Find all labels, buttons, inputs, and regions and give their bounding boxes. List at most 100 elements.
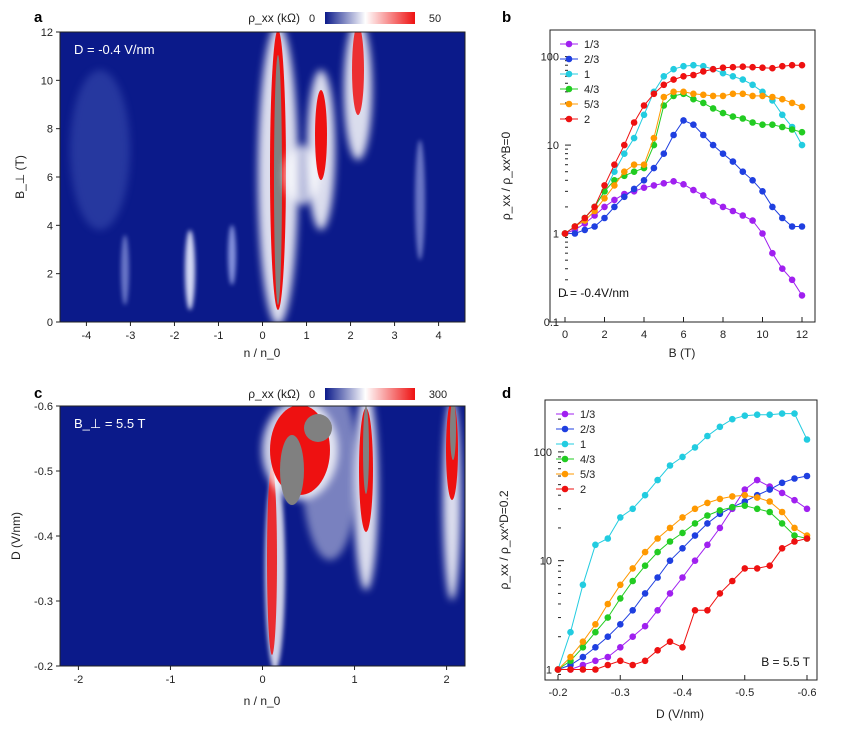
data-point-b-1 <box>798 141 806 149</box>
data-point-d-2/3 <box>592 644 599 651</box>
data-point-b-1 <box>739 76 747 83</box>
data-point-b-1 <box>690 61 697 69</box>
data-point-b-2/3 <box>601 214 608 222</box>
heatmap-a-stripe-n4 <box>415 140 425 260</box>
heatmap-a-stripe-n1 <box>315 90 327 180</box>
data-point-b-2 <box>690 71 697 79</box>
data-point-d-2/3 <box>791 475 798 482</box>
x-tick-label-c: -1 <box>166 674 176 686</box>
x-tick-label-a: 2 <box>347 330 353 342</box>
x-tick-label-d: -0.2 <box>549 687 568 699</box>
data-point-b-1/3 <box>798 292 806 299</box>
data-point-b-1 <box>749 81 756 89</box>
data-point-b-2/3 <box>621 193 628 201</box>
data-point-b-1/3 <box>700 192 707 199</box>
data-point-d-4/3 <box>617 595 624 602</box>
data-point-b-2 <box>759 64 766 71</box>
data-point-d-5/3 <box>716 495 724 503</box>
data-point-d-4/3 <box>791 532 798 539</box>
data-point-d-2 <box>604 661 612 669</box>
panel-label-d: d <box>502 385 511 402</box>
legend-marker-b <box>565 55 573 63</box>
data-point-b-2 <box>581 214 589 222</box>
data-point-b-1/3 <box>640 184 648 191</box>
heatmap-a-haze-left <box>70 70 130 230</box>
data-point-d-1/3 <box>654 607 661 614</box>
data-point-b-1 <box>719 69 727 77</box>
data-point-b-1/3 <box>611 196 618 204</box>
data-point-d-1 <box>666 462 674 469</box>
data-point-b-5/3 <box>660 93 668 101</box>
data-point-b-5/3 <box>650 134 658 142</box>
data-point-d-4/3 <box>729 503 736 511</box>
data-point-d-1 <box>729 415 736 423</box>
y-tick-label-a: 4 <box>47 220 53 232</box>
y-axis-label-a: B_⊥ (T) <box>13 155 27 199</box>
x-tick-label-b: 4 <box>641 329 647 341</box>
y-tick-label-a: 12 <box>41 27 53 39</box>
data-point-d-2/3 <box>766 486 773 493</box>
data-point-d-2 <box>716 590 724 597</box>
y-tick-label-d: 100 <box>534 447 552 459</box>
y-axis-label-d: ρ_xx / ρ_xx^D=0.2 <box>497 490 511 589</box>
data-point-b-2 <box>798 61 806 69</box>
data-point-d-2 <box>592 666 599 673</box>
data-point-d-1/3 <box>803 505 811 513</box>
data-point-b-2/3 <box>700 131 707 139</box>
data-point-b-1 <box>700 62 707 70</box>
data-point-b-2 <box>650 90 658 98</box>
data-point-d-2 <box>778 545 786 552</box>
legend-label-b: 4/3 <box>584 84 599 96</box>
plot-frame-d <box>544 399 818 681</box>
colorbar-max-c: 300 <box>429 389 447 401</box>
x-tick-label-c: 0 <box>259 674 265 686</box>
data-point-b-1/3 <box>719 203 727 211</box>
data-point-b-2 <box>680 73 687 80</box>
y-tick-label-c: -0.4 <box>34 531 53 543</box>
data-point-b-2 <box>749 63 756 71</box>
x-tick-label-b: 6 <box>680 329 686 341</box>
x-tick-label-a: 4 <box>436 330 442 342</box>
data-point-b-1/3 <box>769 249 776 257</box>
y-tick-label-c: -0.3 <box>34 596 53 608</box>
data-point-b-2/3 <box>660 150 668 157</box>
heatmap-c-stripe-n2-core <box>450 406 456 460</box>
plot-frame-b <box>549 29 816 323</box>
data-point-b-2 <box>729 63 737 71</box>
data-point-b-4/3 <box>729 113 737 120</box>
x-axis-label-c: n / n_0 <box>244 694 281 708</box>
data-point-d-2 <box>691 607 699 614</box>
data-point-b-1/3 <box>759 230 766 237</box>
annotation-a: D = -0.4 V/nm <box>74 42 155 57</box>
data-point-d-5/3 <box>579 638 587 645</box>
data-point-d-2/3 <box>617 621 624 628</box>
data-point-b-4/3 <box>798 128 806 136</box>
y-tick-label-a: 8 <box>47 124 53 136</box>
colorbar-label-a: ρ_xx (kΩ) <box>248 11 300 25</box>
heatmap-c-blob-core <box>280 435 304 505</box>
data-point-d-1 <box>641 491 649 499</box>
data-point-b-2/3 <box>749 177 756 184</box>
legend-label-b: 5/3 <box>584 99 599 111</box>
data-point-d-2/3 <box>579 653 587 661</box>
data-point-d-1/3 <box>592 657 599 665</box>
data-point-b-2/3 <box>739 168 747 175</box>
x-tick-label-c: 1 <box>351 674 357 686</box>
legend-label-b: 2/3 <box>584 54 599 66</box>
x-tick-label-a: -3 <box>126 330 136 342</box>
data-point-b-2/3 <box>650 164 658 172</box>
annotation-b: D = -0.4V/nm <box>558 286 629 300</box>
data-point-d-1 <box>604 535 612 542</box>
data-point-b-4/3 <box>788 126 796 133</box>
data-point-b-5/3 <box>749 92 756 100</box>
data-point-b-5/3 <box>779 95 786 103</box>
data-point-b-2 <box>640 102 648 109</box>
data-point-b-4/3 <box>779 123 786 131</box>
heatmap-a-stripe-n-2 <box>185 230 195 310</box>
data-point-b-1 <box>779 111 786 119</box>
data-point-b-4/3 <box>690 95 697 103</box>
data-point-b-5/3 <box>719 92 727 100</box>
legend-label-d: 5/3 <box>580 469 595 481</box>
